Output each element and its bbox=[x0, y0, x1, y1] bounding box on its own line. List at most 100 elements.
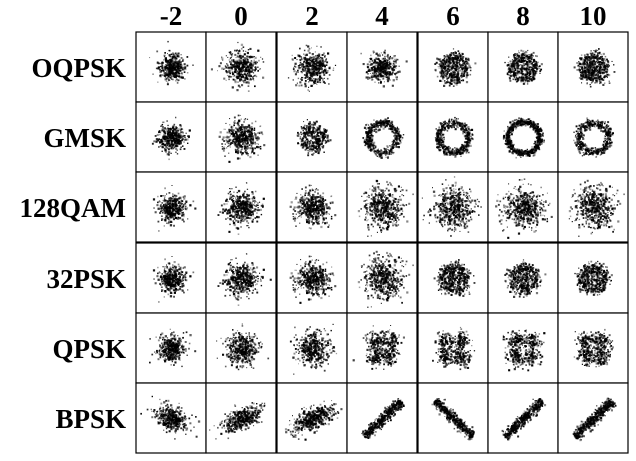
column-label: 0 bbox=[234, 1, 248, 31]
constellation-cell bbox=[276, 242, 348, 314]
constellation-scatter bbox=[495, 178, 553, 239]
constellation-scatter bbox=[210, 41, 265, 92]
constellation-scatter bbox=[504, 259, 547, 298]
constellation-scatter bbox=[502, 329, 546, 372]
constellation-cell bbox=[557, 382, 629, 454]
constellation-scatter bbox=[140, 395, 201, 440]
row-labels: OQPSK GMSK 128QAM 32PSK QPSK BPSK bbox=[20, 53, 126, 434]
constellation-scatter bbox=[357, 179, 414, 237]
constellation-cell bbox=[205, 312, 277, 384]
constellation-cell bbox=[487, 312, 559, 384]
constellation-scatter bbox=[502, 117, 545, 159]
column-label: 8 bbox=[516, 1, 530, 31]
constellation-cell bbox=[346, 101, 418, 173]
constellation-cell bbox=[487, 171, 559, 243]
constellation-cell bbox=[557, 242, 629, 314]
cell-frame bbox=[417, 312, 489, 384]
constellation-scatter bbox=[431, 398, 475, 441]
constellation-cell bbox=[346, 31, 418, 103]
cell-frame bbox=[557, 101, 629, 173]
constellation-cell bbox=[276, 101, 348, 173]
constellation-cell bbox=[205, 31, 277, 103]
constellation-scatter bbox=[504, 49, 543, 85]
constellation-cell bbox=[135, 312, 207, 384]
cell-frame bbox=[346, 101, 418, 173]
constellation-scatter bbox=[573, 48, 616, 88]
column-label: 4 bbox=[375, 1, 389, 31]
constellation-cell bbox=[135, 31, 207, 103]
constellation-scatter bbox=[287, 44, 337, 92]
constellation-scatter bbox=[573, 117, 614, 158]
constellation-scatter bbox=[149, 328, 197, 368]
cell-frame bbox=[487, 171, 559, 243]
constellation-cell bbox=[417, 101, 489, 173]
constellation-cell bbox=[205, 242, 277, 314]
row-label: GMSK bbox=[43, 123, 126, 153]
row-label: QPSK bbox=[52, 334, 126, 364]
constellation-cell bbox=[417, 382, 489, 454]
cell-frame bbox=[487, 312, 559, 384]
column-label: 2 bbox=[305, 1, 319, 31]
constellation-cell bbox=[557, 31, 629, 103]
constellation-scatter bbox=[149, 40, 194, 86]
constellation-scatter bbox=[434, 116, 474, 158]
constellation-scatter bbox=[568, 179, 625, 237]
constellation-scatter bbox=[296, 119, 332, 157]
constellation-cell bbox=[276, 171, 348, 243]
constellation-scatter bbox=[362, 117, 405, 159]
constellation-scatter bbox=[433, 259, 476, 297]
row-label: BPSK bbox=[55, 404, 126, 434]
constellation-scatter bbox=[284, 400, 343, 441]
constellation-cell bbox=[487, 382, 559, 454]
constellation-scatter bbox=[432, 326, 476, 371]
constellation-scatter bbox=[361, 398, 405, 439]
row-label: 128QAM bbox=[20, 193, 126, 223]
column-label: 6 bbox=[446, 1, 460, 31]
constellation-cell bbox=[487, 31, 559, 103]
constellation-scatter bbox=[501, 398, 547, 441]
constellation-cell bbox=[276, 31, 348, 103]
constellation-scatter bbox=[209, 402, 266, 440]
column-label: 10 bbox=[580, 1, 607, 31]
constellation-scatter bbox=[352, 325, 405, 370]
constellation-cell bbox=[346, 312, 418, 384]
column-label: -2 bbox=[160, 1, 183, 31]
constellation-scatter bbox=[217, 253, 272, 306]
constellation-scatter bbox=[217, 182, 265, 235]
constellation-scatter bbox=[218, 114, 266, 163]
constellation-cell bbox=[487, 242, 559, 314]
constellation-scatter bbox=[151, 116, 191, 161]
cell-frame bbox=[487, 101, 559, 173]
constellation-scatter bbox=[434, 48, 477, 87]
constellation-cell bbox=[557, 101, 629, 173]
constellation-cell bbox=[417, 242, 489, 314]
cell-frame bbox=[417, 101, 489, 173]
constellation-scatter bbox=[574, 260, 613, 296]
constellation-cell bbox=[205, 101, 277, 173]
constellation-cell bbox=[417, 171, 489, 243]
constellation-scatter bbox=[421, 176, 482, 237]
constellation-cell bbox=[135, 101, 207, 173]
constellation-scatter bbox=[216, 323, 270, 371]
row-label: OQPSK bbox=[31, 53, 126, 83]
constellation-cell bbox=[557, 312, 629, 384]
constellation-cell bbox=[557, 171, 629, 243]
constellation-cell bbox=[205, 382, 277, 454]
constellation-cell bbox=[346, 382, 418, 454]
constellation-cell bbox=[276, 312, 348, 384]
constellation-scatter bbox=[360, 49, 408, 88]
column-labels: -2 0 2 4 6 8 10 bbox=[160, 1, 607, 31]
constellation-scatter bbox=[572, 397, 617, 442]
constellation-cell bbox=[346, 171, 418, 243]
constellation-cells bbox=[135, 31, 629, 454]
constellation-scatter bbox=[152, 185, 197, 232]
constellation-cell bbox=[135, 242, 207, 314]
constellation-scatter bbox=[289, 184, 337, 230]
constellation-cell bbox=[487, 101, 559, 173]
constellation-scatter bbox=[289, 255, 337, 304]
constellation-cell bbox=[205, 171, 277, 243]
constellation-cell bbox=[135, 382, 207, 454]
constellation-scatter bbox=[152, 256, 195, 303]
constellation-cell bbox=[135, 171, 207, 243]
